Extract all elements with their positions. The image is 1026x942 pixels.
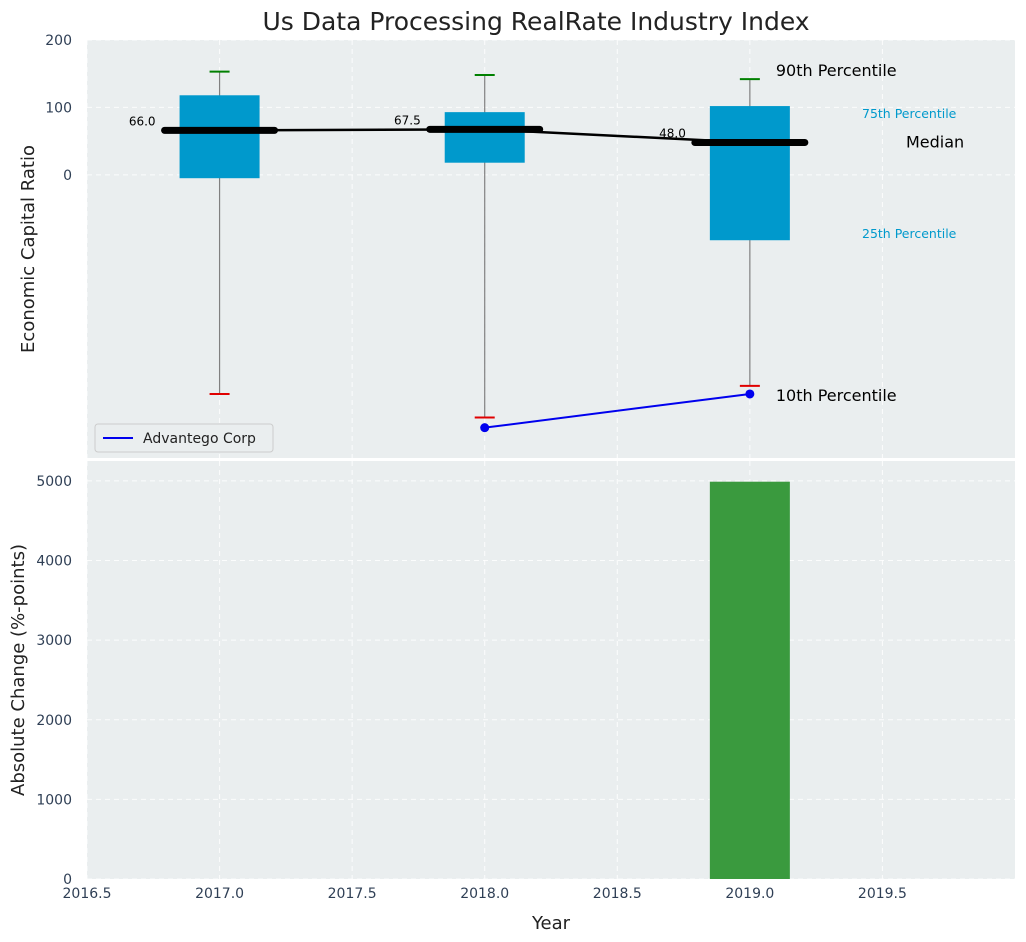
annotation-p10: 10th Percentile [776, 386, 897, 405]
box-group: 48.0 [659, 78, 809, 387]
change-bar [709, 481, 790, 879]
bottom-grid [86, 461, 1015, 880]
x-tick-label: 2016.5 [63, 886, 112, 902]
company-line [484, 392, 750, 429]
bottom-y-axis-label: Absolute Change (%-points) [8, 544, 29, 796]
bottom-panel: 0 1000 2000 3000 4000 5000 2016.5 2017.0 2017.5… [8, 461, 1015, 934]
company-series [480, 389, 755, 433]
top-y-axis-label: Economic Capital Ratio [18, 145, 39, 353]
x-tick-label: 2017.5 [328, 886, 377, 902]
bottom-x-ticks: 2016.5 2017.0 2017.5 2018.0 2018.5 2019.0 2019… [63, 886, 907, 902]
percentile-annotations: 90th Percentile 75th Percentile Median 25th… [776, 61, 964, 405]
iqr-box [179, 95, 260, 179]
top-y-ticks: 0 100 200 [45, 33, 72, 184]
y-tick-label: 0 [63, 872, 72, 888]
bottom-y-ticks: 0 1000 2000 3000 4000 5000 [36, 474, 72, 888]
y-tick-label: 1000 [36, 792, 72, 808]
y-tick-label: 100 [45, 100, 72, 116]
iqr-box [444, 112, 525, 163]
x-tick-label: 2019.0 [725, 886, 774, 902]
annotation-p75: 75th Percentile [862, 106, 957, 121]
x-tick-label: 2017.0 [195, 886, 244, 902]
annotation-p25: 25th Percentile [862, 226, 957, 241]
annotation-median: Median [906, 132, 964, 151]
y-tick-label: 4000 [36, 554, 72, 570]
top-panel: 0 100 200 66.0 67.5 48.0 90th Percentile 75th… [18, 7, 1015, 458]
y-tick-label: 200 [45, 33, 72, 49]
legend-label: Advantego Corp [143, 431, 256, 447]
median-value-label: 66.0 [129, 114, 156, 128]
y-tick-label: 3000 [36, 633, 72, 649]
company-point [745, 389, 755, 399]
y-tick-label: 0 [63, 168, 72, 184]
y-tick-label: 2000 [36, 713, 72, 729]
median-value-label: 67.5 [394, 113, 421, 127]
x-axis-label: Year [531, 913, 571, 934]
annotation-p90: 90th Percentile [776, 61, 897, 80]
chart-title: Us Data Processing RealRate Industry Ind… [262, 7, 809, 36]
x-tick-label: 2019.5 [858, 886, 907, 902]
x-tick-label: 2018.0 [460, 886, 509, 902]
box-group: 67.5 [394, 74, 544, 419]
legend-box [94, 423, 274, 453]
median-trend-line [219, 128, 750, 144]
company-point [480, 423, 490, 433]
iqr-box [709, 106, 790, 241]
y-tick-label: 5000 [36, 474, 72, 490]
median-value-label: 48.0 [659, 126, 686, 140]
x-tick-label: 2018.5 [593, 886, 642, 902]
median-trend [219, 128, 750, 144]
change-bars [709, 481, 790, 879]
legend: Advantego Corp [94, 423, 274, 453]
bottom-panel-background [87, 461, 1015, 879]
